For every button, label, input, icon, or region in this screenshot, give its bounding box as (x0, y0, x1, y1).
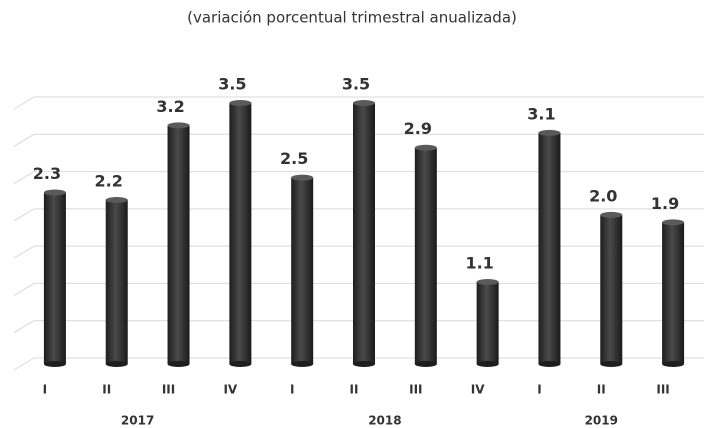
bar-base (105, 361, 128, 367)
chart-subtitle: (variación porcentual trimestral anualiz… (187, 9, 517, 27)
x-tick-label: I (290, 383, 294, 397)
bar-cap (538, 129, 561, 136)
group-label: 2017 (121, 414, 154, 428)
bar-base (353, 361, 375, 367)
bar-base (229, 361, 252, 367)
bar-base (600, 361, 623, 367)
bar (353, 100, 375, 367)
bar (662, 219, 685, 367)
bar-body (105, 199, 128, 364)
x-tick-label: II (350, 383, 359, 397)
bar (105, 196, 128, 367)
group-label: 2019 (585, 414, 618, 428)
bar-cap (43, 189, 66, 196)
bar-base (414, 361, 437, 367)
x-tick-label: I (43, 383, 47, 397)
data-label: 2.3 (33, 164, 61, 183)
bar-cap (291, 174, 314, 181)
bar-cap (600, 211, 623, 218)
bar-cap (476, 278, 499, 285)
bar-body (600, 214, 623, 364)
bar-cap (414, 144, 437, 151)
data-label: 3.5 (342, 75, 370, 94)
bar-base (538, 361, 561, 367)
bar-base (662, 361, 685, 367)
data-label: 3.1 (527, 104, 555, 123)
data-label: 1.9 (651, 194, 679, 213)
bar-cap (105, 196, 128, 203)
x-tick-label: I (537, 383, 541, 397)
grid-line (13, 133, 704, 147)
bar (538, 129, 561, 367)
grid-line (13, 245, 704, 259)
bar-body (476, 281, 499, 364)
data-label: 2.5 (280, 149, 308, 168)
data-label: 2.2 (95, 171, 123, 190)
bar-base (476, 361, 499, 367)
x-tick-label: II (102, 383, 111, 397)
bar-cap (167, 122, 190, 129)
bar-body (414, 147, 437, 364)
bar (229, 100, 252, 367)
group-label: 2018 (368, 414, 401, 428)
x-tick-label: IV (223, 383, 237, 397)
bar-cap (229, 100, 252, 106)
bar-base (167, 361, 190, 367)
bar-body (167, 125, 190, 364)
bar-body (538, 132, 561, 364)
data-label: 3.2 (156, 97, 184, 116)
bar-body (229, 103, 252, 364)
bar-body (291, 177, 314, 364)
data-label: 2.0 (589, 186, 617, 205)
bar (167, 122, 190, 367)
grid-line (13, 208, 704, 222)
bar-cap (353, 100, 375, 106)
bar (476, 278, 499, 367)
x-tick-label: III (162, 383, 175, 397)
data-label: 3.5 (218, 75, 246, 94)
grid-line (13, 171, 704, 185)
bar-base (43, 361, 66, 367)
x-tick-label: II (597, 383, 606, 397)
bar-base (291, 361, 314, 367)
x-tick-label: IV (471, 383, 485, 397)
bar-cap (662, 219, 685, 226)
bar-body (662, 222, 685, 364)
grid-line (13, 96, 704, 110)
x-tick-label: III (656, 383, 669, 397)
bar-body (353, 103, 375, 364)
data-label: 1.1 (465, 253, 493, 272)
bar (414, 144, 437, 367)
data-label: 2.9 (404, 119, 432, 138)
bar (600, 211, 623, 367)
x-tick-label: III (409, 383, 422, 397)
bar (291, 174, 314, 367)
bar-body (43, 192, 66, 364)
bar (43, 189, 66, 367)
